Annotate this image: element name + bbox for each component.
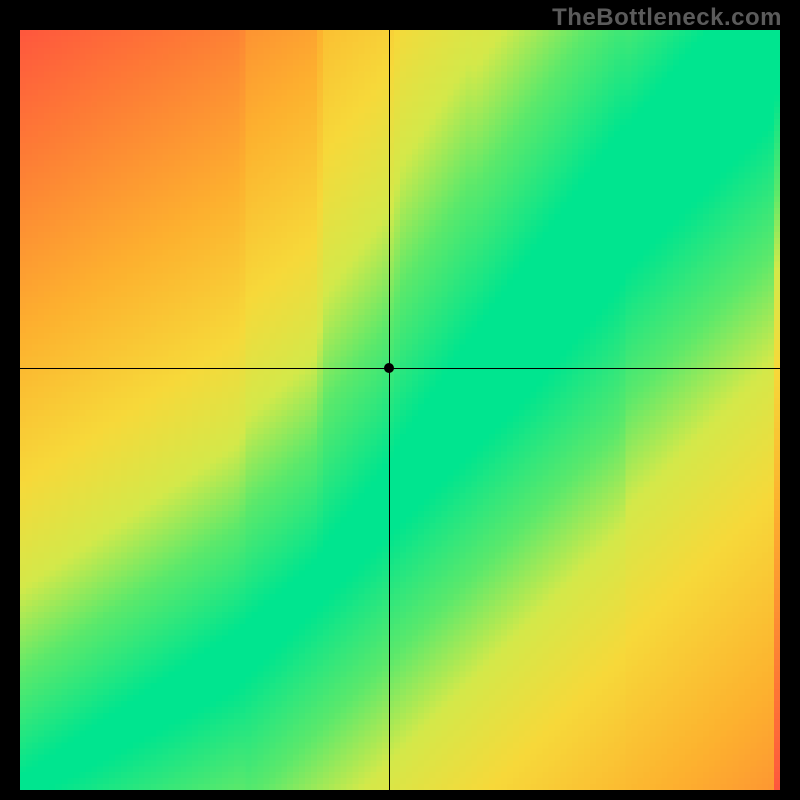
- watermark-text: TheBottleneck.com: [552, 4, 782, 32]
- crosshair-vertical: [389, 30, 390, 790]
- heatmap-canvas: [20, 30, 780, 790]
- marker-dot: [384, 363, 394, 373]
- heatmap-plot: [20, 30, 780, 790]
- crosshair-horizontal: [20, 368, 780, 369]
